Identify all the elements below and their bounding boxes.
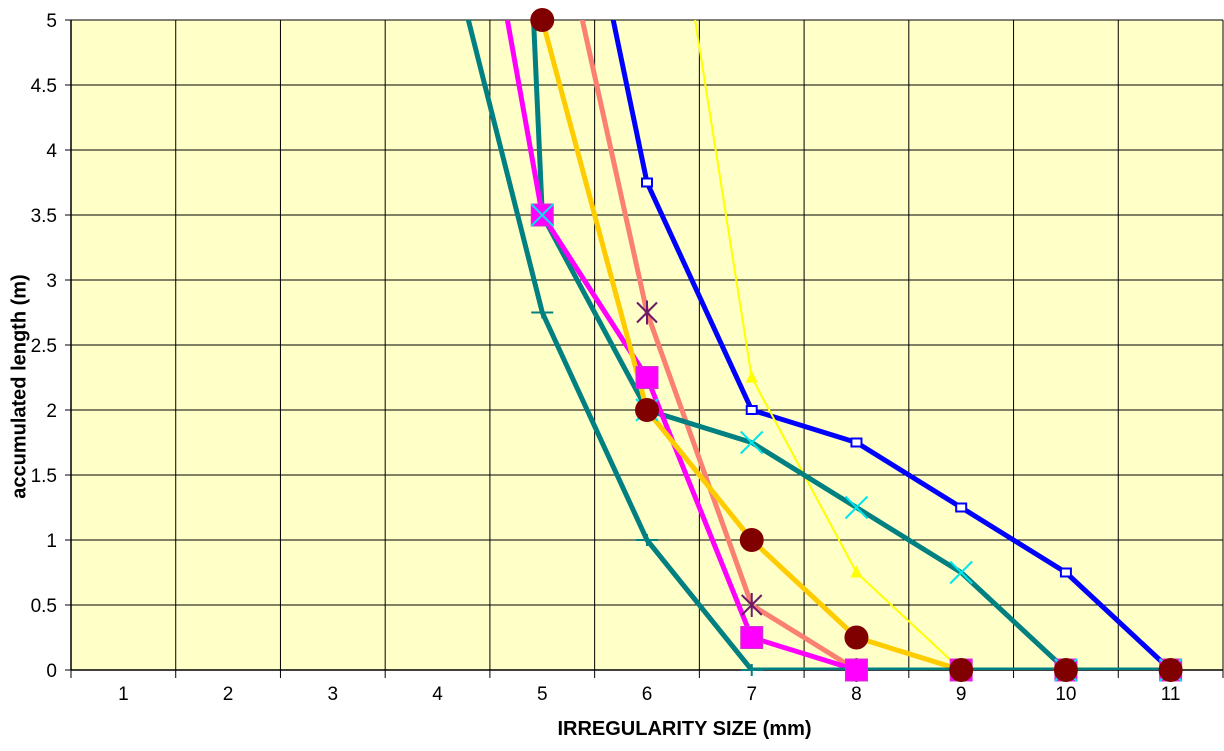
x-marker [740,430,764,455]
y-tick-label: 3.5 [31,206,57,227]
series-line-3 [579,20,859,670]
filled-square-marker [740,626,764,649]
x-marker [949,560,973,585]
square-marker [745,405,758,415]
x-tick-label: 7 [746,684,757,705]
square-marker [955,502,968,513]
x-tick-label: 8 [851,684,862,705]
x-tick-label: 6 [642,684,653,705]
tick-labels: 1 2 3 4 5 6 7 8 9 10 11 0 0.5 1 1.5 2 2.5 3 3.5 4 4.5 5 [31,11,1181,705]
circle-marker [635,398,659,422]
x-tick-label: 1 [118,684,129,705]
filled-square-marker [844,658,868,682]
marker-layer [530,8,1183,682]
x-tick-label: 11 [1161,684,1181,705]
y-tick-label: 1 [46,531,57,552]
circle-marker [739,528,764,552]
y-tick-label: 0.5 [31,596,57,617]
y-tick-label: 3 [46,271,57,292]
series-line-4 [531,20,1174,670]
y-tick-label: 4 [46,141,57,162]
x-marker [530,203,554,227]
y-tick-label: 4.5 [31,76,57,97]
x-tick-label: 3 [328,684,339,705]
x-tick-label: 9 [956,684,967,705]
y-tick-label: 0 [46,661,57,682]
y-tick-label: 2 [46,401,57,422]
square-marker [641,177,653,188]
series-line-7 [465,20,1174,670]
plus-marker [740,664,763,676]
x-marker-stroke [844,495,869,520]
x-marker-stroke [530,203,554,227]
triangle-marker [850,565,863,578]
square-marker [850,437,863,448]
y-tick-label: 2.5 [31,336,57,357]
x-axis-title: IRREGULARITY SIZE (mm) [557,718,812,740]
y-axis-title: accumulated length (m) [8,274,31,499]
circle-marker [530,8,555,32]
circle-marker [844,625,869,650]
y-tick-label: 1.5 [31,466,57,487]
square-marker [1059,567,1072,578]
filled-square-marker [635,366,659,389]
plus-marker [636,534,658,546]
plus-marker [531,306,554,319]
star-marker [636,300,658,325]
circle-marker [1158,658,1183,682]
circle-marker [949,658,974,682]
x-tick-label: 4 [432,684,443,705]
x-tick-label: 10 [1055,684,1076,705]
x-marker-stroke [949,560,973,585]
x-tick-label: 2 [223,684,234,705]
x-tick-label: 5 [537,684,548,705]
triangle-marker [745,370,758,383]
y-tick-label: 5 [46,11,57,32]
star-marker [741,593,763,617]
x-marker [844,495,869,520]
circle-marker [1053,658,1078,682]
series-line-5 [504,20,1174,670]
x-marker-stroke [740,430,764,455]
